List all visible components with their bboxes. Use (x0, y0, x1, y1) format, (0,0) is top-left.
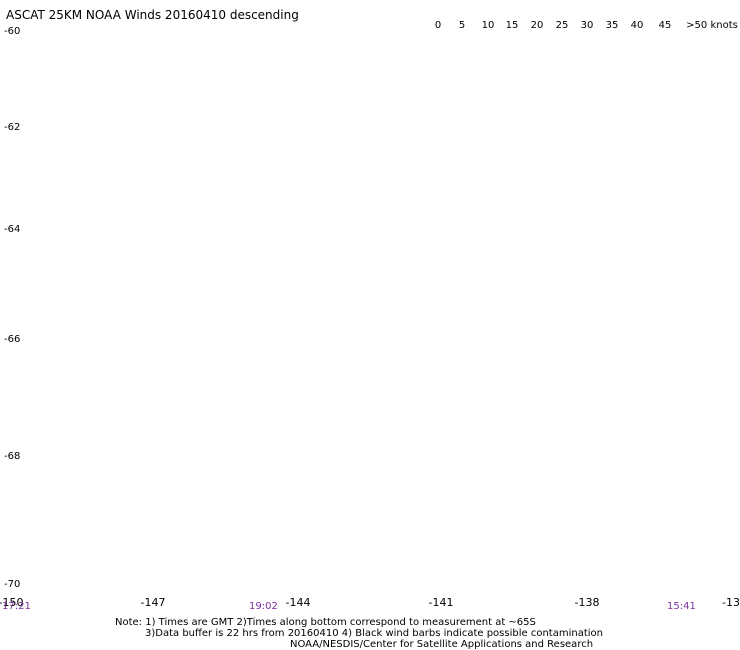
colorbar-segment-45 (648, 4, 672, 16)
colorbar-segment-15 (506, 4, 530, 16)
colorbar-segment-25 (553, 4, 577, 16)
lon-label-135: -13 (722, 596, 740, 609)
lat-label-64: -64 (4, 224, 21, 235)
colorbar-label-5: 5 (458, 20, 466, 31)
colorbar-label-15: 15 (505, 20, 519, 31)
time-label-start: 17:21 (2, 601, 31, 612)
note-line-3: NOAA/NESDIS/Center for Satellite Applica… (290, 639, 594, 650)
colorbar-segment-50 (671, 4, 695, 16)
colorbar-segment-5 (459, 4, 483, 16)
lon-label-147: -147 (140, 596, 166, 609)
lat-label-70: -70 (4, 579, 21, 590)
lon-label-141: -141 (428, 596, 454, 609)
colorbar-label-25: 25 (555, 20, 569, 31)
note-line-1: Note: 1) Times are GMT 2)Times along bot… (115, 617, 536, 628)
colorbar-label-45: 45 (658, 20, 672, 31)
note-line-2: 3)Data buffer is 22 hrs from 20160410 4)… (145, 628, 603, 639)
colorbar-label-0: 0 (434, 20, 442, 31)
lat-label-62: -62 (4, 122, 21, 133)
time-label-end: 15:41 (667, 601, 696, 612)
colorbar-label-20: 20 (530, 20, 544, 31)
colorbar-segment-40 (624, 4, 648, 16)
colorbar-label-40: 40 (630, 20, 644, 31)
colorbar-segment-20 (530, 4, 554, 16)
lat-label-60: -60 (4, 26, 21, 37)
colorbar-segment-0 (435, 4, 459, 16)
colorbar-segment-30 (577, 4, 601, 16)
colorbar-label-50: >50 knots (686, 20, 738, 31)
lat-label-68: -68 (4, 451, 21, 462)
lon-label-150: -150 (0, 596, 24, 609)
wind-speed-colorbar (435, 4, 695, 16)
colorbar-label-35: 35 (605, 20, 619, 31)
lat-label-66: -66 (4, 334, 21, 345)
time-label-middle: 19:02 (249, 601, 278, 612)
colorbar-segment-10 (482, 4, 506, 16)
colorbar-label-30: 30 (580, 20, 594, 31)
colorbar-label-10: 10 (481, 20, 495, 31)
colorbar-segment-35 (600, 4, 624, 16)
map-title: ASCAT 25KM NOAA Winds 20160410 descendin… (6, 8, 299, 22)
lon-label-138: -138 (574, 596, 600, 609)
lon-label-144: -144 (285, 596, 311, 609)
